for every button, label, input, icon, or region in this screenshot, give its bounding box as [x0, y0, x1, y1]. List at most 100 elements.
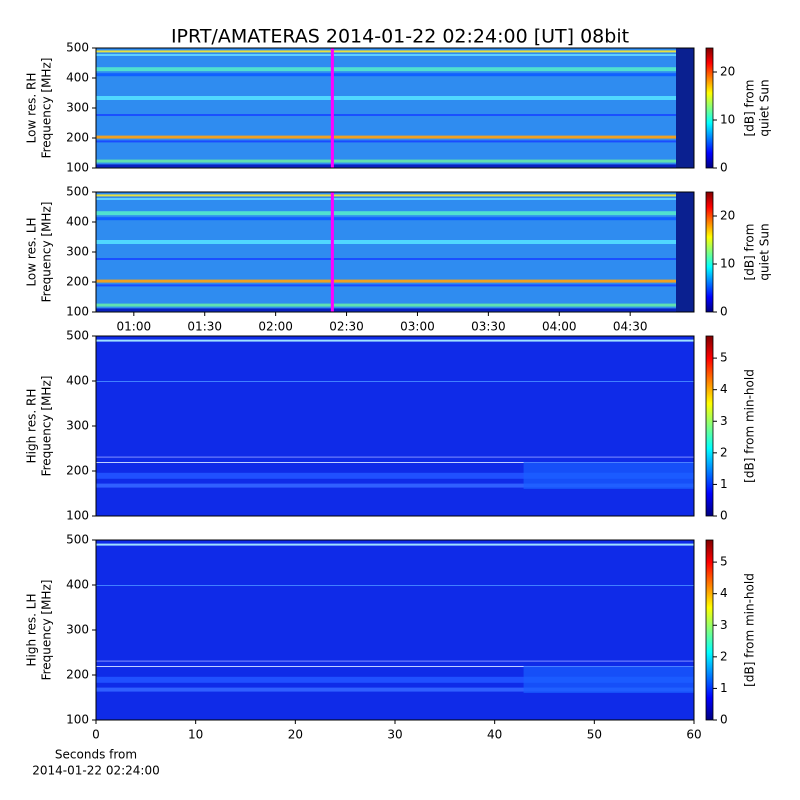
spectrogram-band	[96, 585, 694, 586]
x-tick-label: 03:00	[400, 320, 435, 334]
y-tick-label: 300	[66, 245, 89, 259]
x-tick-label: 10	[188, 728, 203, 742]
spectrogram-band	[96, 456, 694, 458]
spectrogram-band	[96, 159, 694, 163]
colorbar-tick-label: 20	[720, 209, 735, 223]
colorbar-tick-label: 0	[720, 509, 728, 523]
spectrogram-band	[96, 483, 694, 488]
x-tick-label: 50	[587, 728, 602, 742]
colorbar-tick-label: 0	[720, 305, 728, 319]
spectrogram-band	[96, 164, 694, 168]
x-tick-label: 60	[686, 728, 701, 742]
y-axis-label: Frequency [MHz]	[40, 58, 54, 159]
spectrogram-band	[96, 381, 694, 382]
spectrogram-band	[96, 687, 694, 692]
y-tick-label: 200	[66, 275, 89, 289]
x-axis-label: Seconds from	[55, 748, 137, 762]
spectrogram-band	[96, 303, 694, 307]
colorbar-tick-label: 10	[720, 113, 735, 127]
spectrogram-band	[676, 48, 694, 168]
colorbar-tick-label: 5	[720, 555, 728, 569]
x-tick-label: 0	[92, 728, 100, 742]
y-tick-label: 200	[66, 668, 89, 682]
y-tick-label: 100	[66, 305, 89, 319]
y-axis-label: High res. LH	[25, 593, 39, 666]
y-tick-label: 400	[66, 71, 89, 85]
x-tick-label: 04:00	[542, 320, 577, 334]
y-axis-label: Low res. LH	[25, 217, 39, 286]
colorbar-tick-label: 1	[720, 681, 728, 695]
colorbar	[705, 335, 714, 517]
colorbar-label: [dB] from min-hold	[743, 573, 757, 687]
y-axis-label: Frequency [MHz]	[40, 580, 54, 681]
spectrogram-band	[96, 194, 694, 197]
x-tick-label: 02:30	[329, 320, 364, 334]
colorbar-tick-label: 10	[720, 257, 735, 271]
x-tick-label: 01:00	[117, 320, 152, 334]
y-tick-label: 300	[66, 623, 89, 637]
colorbar-tick-label: 5	[720, 351, 728, 365]
colorbar-label: [dB] from min-hold	[743, 369, 757, 483]
figure-title: IPRT/AMATERAS 2014-01-22 02:24:00 [UT] 0…	[171, 26, 629, 48]
colorbar	[705, 47, 714, 169]
x-axis-label: 2014-01-22 02:24:00	[32, 764, 159, 778]
y-axis-label: Low res. RH	[25, 73, 39, 144]
x-tick-label: 40	[487, 728, 502, 742]
spectrogram-band	[96, 114, 694, 116]
y-tick-label: 400	[66, 215, 89, 229]
spectrogram-band	[96, 472, 694, 479]
x-tick-label: 04:30	[613, 320, 648, 334]
colorbar-tick-label: 2	[720, 649, 728, 663]
colorbar-tick-label: 3	[720, 618, 728, 632]
y-tick-label: 100	[66, 713, 89, 727]
spectrogram-band	[96, 279, 694, 283]
spectrogram-band	[523, 462, 694, 489]
y-axis-label: Frequency [MHz]	[40, 202, 54, 303]
y-tick-label: 300	[66, 419, 89, 433]
spectrogram-band	[96, 198, 694, 200]
spectrogram-band	[96, 73, 694, 77]
x-tick-label: 01:30	[187, 320, 222, 334]
y-tick-label: 200	[66, 131, 89, 145]
spectrogram-band	[96, 140, 694, 143]
colorbar-label: [dB] from	[743, 224, 757, 281]
colorbar-label: quiet Sun	[758, 223, 772, 280]
spectrogram-band	[96, 462, 694, 463]
spectrogram-band	[676, 192, 694, 312]
colorbar-tick-label: 4	[720, 586, 728, 600]
colorbar	[705, 539, 714, 721]
colorbar-tick-label: 4	[720, 382, 728, 396]
spectrogram-band	[96, 666, 694, 667]
y-tick-label: 500	[66, 185, 89, 199]
spectrogram-band	[96, 67, 694, 72]
spectrogram-band	[96, 96, 694, 100]
x-tick-label: 30	[387, 728, 402, 742]
y-tick-label: 500	[66, 533, 89, 547]
colorbar-tick-label: 20	[720, 65, 735, 79]
y-tick-label: 200	[66, 464, 89, 478]
colorbar	[705, 191, 714, 313]
colorbar-label: [dB] from	[743, 80, 757, 137]
y-tick-label: 500	[66, 329, 89, 343]
spectrogram-band	[96, 217, 694, 221]
spectrogram-band	[96, 284, 694, 287]
y-tick-label: 400	[66, 578, 89, 592]
spectrogram-band	[523, 666, 694, 693]
spectrogram-band	[96, 135, 694, 139]
y-tick-label: 400	[66, 374, 89, 388]
spectrogram-image	[96, 192, 694, 312]
x-tick-label: 02:00	[258, 320, 293, 334]
spectrogram-image	[96, 48, 694, 168]
y-tick-label: 100	[66, 161, 89, 175]
spectrogram-band	[96, 308, 694, 312]
spectrogram-band	[96, 258, 694, 260]
spectrogram-band	[96, 339, 694, 342]
colorbar-tick-label: 1	[720, 477, 728, 491]
spectrogram-band	[96, 211, 694, 216]
spectrogram-band	[96, 660, 694, 662]
colorbar-tick-label: 2	[720, 445, 728, 459]
y-tick-label: 500	[66, 41, 89, 55]
x-tick-label: 03:30	[471, 320, 506, 334]
y-tick-label: 100	[66, 509, 89, 523]
